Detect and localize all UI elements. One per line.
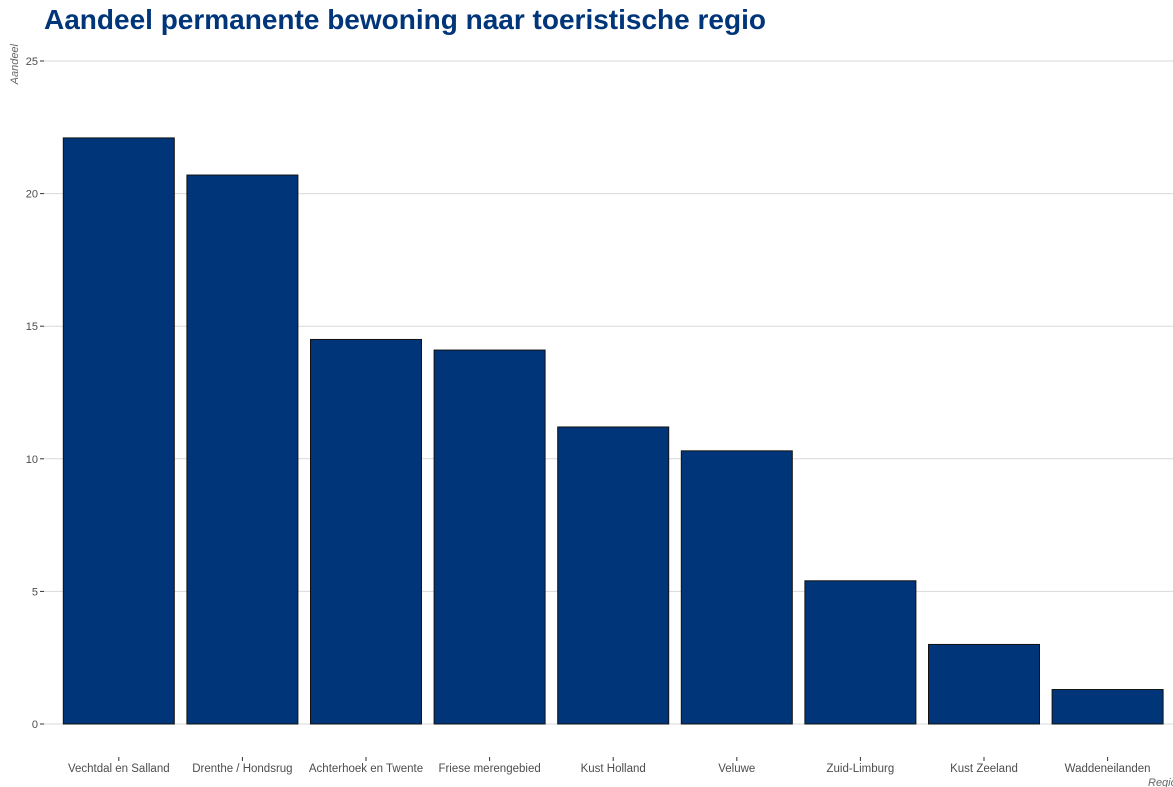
- bar-1: [186, 174, 299, 725]
- x-axis-label: Regio: [1148, 777, 1173, 787]
- x-tick-label: Veluwe: [718, 763, 755, 775]
- bar-4: [557, 426, 670, 725]
- x-tick-label: Vechtdal en Salland: [68, 763, 170, 775]
- x-axis: Vechtdal en Salland Drenthe / Hondsrug Ach…: [68, 757, 1151, 775]
- x-tick-label: Drenthe / Hondsrug: [192, 763, 292, 775]
- y-tick-label: 10: [26, 454, 38, 466]
- x-tick-label: Achterhoek en Twente: [309, 763, 423, 775]
- bar-8: [1051, 689, 1164, 725]
- x-tick-label: Friese merengebied: [438, 763, 540, 775]
- bars: [62, 137, 1164, 725]
- bar-3: [433, 349, 546, 725]
- bar-6: [804, 580, 917, 725]
- y-tick-label: 20: [26, 189, 38, 201]
- y-tick-label: 15: [26, 321, 38, 333]
- x-tick-label: Zuid-Limburg: [827, 763, 895, 775]
- x-tick-label: Kust Zeeland: [950, 763, 1018, 775]
- chart-title: Aandeel permanente bewoning naar toerist…: [44, 4, 766, 35]
- bar-7: [928, 643, 1040, 725]
- y-tick-label: 25: [26, 56, 38, 68]
- x-tick-label: Kust Holland: [581, 763, 646, 775]
- y-axis: 0 5 10 15 20 25: [26, 56, 44, 731]
- bar-2: [310, 338, 422, 725]
- bar-5: [680, 450, 793, 725]
- bar-0: [62, 137, 175, 725]
- y-axis-label: Aandeel: [9, 43, 21, 85]
- y-tick-label: 0: [32, 719, 38, 731]
- x-tick-label: Waddeneilanden: [1065, 763, 1151, 775]
- y-tick-label: 5: [32, 586, 38, 598]
